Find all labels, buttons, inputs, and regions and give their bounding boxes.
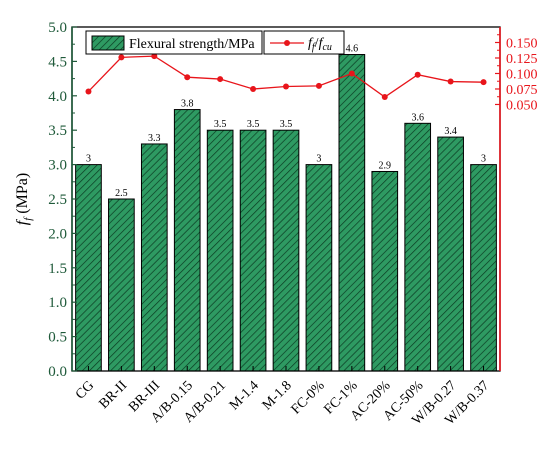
x-tick-label: BR-II [97, 378, 131, 412]
legend-box-bars [85, 30, 263, 55]
bar [470, 164, 497, 372]
legend: Flexural strength/MPa ff/fcu [85, 30, 345, 55]
ratio-point [151, 53, 158, 60]
y-axis-label-unit: (MPa) [14, 173, 31, 218]
bar [108, 198, 135, 372]
left-tick-label: 0.0 [48, 364, 67, 380]
left-tick-label: 2.0 [48, 226, 67, 242]
bar-value-label: 3 [86, 154, 91, 165]
left-tick-label: 1.0 [48, 295, 67, 311]
bar [173, 109, 201, 372]
left-tick-label: 1.5 [48, 261, 67, 277]
ratio-point [283, 83, 289, 90]
bar-value-label: 3.8 [181, 99, 194, 110]
bar-value-label: 3.6 [411, 112, 424, 123]
ratio-point [250, 85, 257, 92]
bar-value-label: 3.3 [148, 133, 161, 144]
bar [239, 129, 267, 372]
legend-line-f1: f [308, 36, 314, 51]
legend-line-sub1: f [312, 42, 316, 53]
bar-value-label: 3.5 [247, 119, 260, 130]
legend-line-marker [284, 40, 290, 46]
bar [75, 164, 102, 372]
bar-value-labels: 3 2.5 3.3 3.8 3.5 3.5 3.5 3 4.6 2.9 3.6 3.4 3 [86, 44, 486, 199]
left-tick-label: 4.0 [48, 89, 67, 105]
legend-line-f2: f [319, 36, 325, 51]
right-tick-label: 0.050 [506, 98, 538, 113]
legend-bar-swatch [91, 35, 125, 51]
left-tick-label: 3.0 [48, 158, 67, 174]
left-tick-label: 5.0 [48, 20, 67, 36]
left-axis-ticks: 0.0 0.5 1.0 1.5 2.0 2.5 3.0 3.5 4.0 4.5 5.0 [48, 20, 77, 380]
legend-line-sep: / [315, 36, 319, 51]
bars [75, 54, 497, 372]
bar-value-label: 3.5 [214, 119, 227, 130]
ratio-point [118, 54, 125, 61]
bar-value-label: 4.6 [346, 44, 359, 55]
bar [140, 143, 168, 372]
ratio-point [315, 82, 322, 89]
bar-value-label: 2.5 [115, 188, 128, 199]
legend-bar-label: Flexural strength/MPa [129, 37, 255, 52]
legend-line-label: ff/fcu [308, 36, 332, 53]
y-axis-label: ff (MPa) [14, 173, 34, 225]
right-tick-label: 0.150 [506, 36, 538, 51]
left-tick-label: 4.5 [48, 54, 67, 70]
ratio-line-layer [85, 53, 487, 101]
bar [437, 136, 464, 372]
y-axis-label-sub: f [22, 216, 34, 221]
bar [305, 164, 333, 372]
ratio-point [480, 79, 487, 86]
left-tick-label: 2.5 [48, 192, 67, 208]
ratio-point [414, 71, 421, 78]
ratio-point [184, 74, 191, 81]
bar [206, 129, 234, 372]
bar-value-label: 3.4 [444, 126, 457, 137]
bar-value-label: 3 [481, 154, 486, 165]
bar [371, 170, 399, 372]
y-axis-label-main: f [14, 218, 31, 225]
right-tick-label: 0.075 [506, 83, 538, 98]
ratio-point [217, 76, 224, 83]
left-tick-label: 3.5 [48, 123, 67, 139]
left-tick-label: 0.5 [48, 330, 67, 346]
bar [272, 129, 300, 372]
legend-line-sub2: cu [322, 42, 331, 53]
bar-value-label: 3 [316, 154, 321, 165]
x-tick-label: CG [73, 378, 97, 402]
right-tick-label: 0.100 [506, 67, 538, 82]
right-tick-label: 0.125 [506, 52, 538, 67]
ratio-point [348, 70, 355, 77]
x-tick-label: M-1.4 [227, 378, 262, 413]
bar [404, 122, 432, 372]
bar-value-label: 3.5 [280, 119, 293, 130]
bar-value-label: 2.9 [379, 160, 392, 171]
x-axis-ticks: CG BR-IIBR-IIIA/B-0.15A/B-0.21M-1.4M-1.8F… [73, 366, 492, 428]
ratio-point [85, 88, 92, 95]
ratio-point [447, 78, 454, 85]
ratio-point [381, 94, 388, 101]
ratio-line [87, 55, 484, 98]
bar [338, 54, 366, 372]
x-tick-label: FC-0% [289, 378, 328, 417]
